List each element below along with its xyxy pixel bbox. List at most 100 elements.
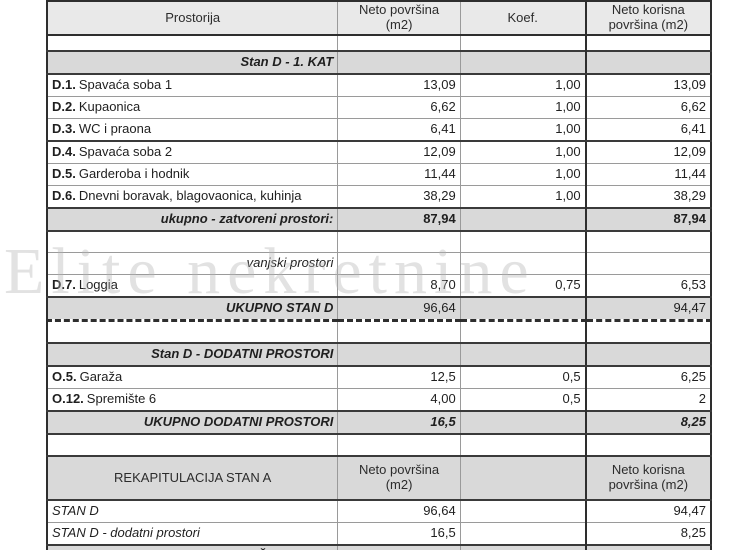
room-name: Spavaća soba 1 [78, 77, 173, 93]
koef-value: 1,00 [459, 163, 587, 186]
room-row-d2: D.2. Kupaonica 6,62 1,00 6,62 [46, 96, 712, 119]
col-header-net-line2: (m2) [385, 17, 413, 32]
room-name: Spremište 6 [86, 391, 157, 407]
recap-row-label: STAN D - dodatni prostori [46, 522, 339, 546]
spacer-row [46, 230, 712, 253]
koef-value: 1,00 [459, 140, 587, 164]
room-code: D.1. [52, 77, 76, 93]
room-name-cell: D.1. Spavaća soba 1 [46, 73, 339, 97]
room-name-cell: D.5. Garderoba i hodnik [46, 163, 339, 186]
room-code: D.5. [52, 166, 76, 182]
room-name: Garaža [79, 369, 123, 385]
room-name-cell: D.3. WC i praona [46, 118, 339, 142]
recap-useful-value: 8,25 [584, 522, 712, 546]
useful-area-value: 38,29 [584, 185, 712, 209]
room-name-cell: D.7. Loggia [46, 274, 339, 298]
col-header-useful-area: Neto korisna površina (m2) [584, 0, 712, 36]
room-name: Dnevni boravak, blagovaonica, kuhinja [78, 188, 302, 204]
total-net-value: 16,5 [337, 410, 461, 435]
koef-value: 0,5 [459, 388, 587, 412]
room-code: D.4. [52, 144, 76, 160]
koef-value: 1,00 [459, 118, 587, 142]
room-row-o12: O.12. Spremište 6 4,00 0,5 2 [46, 388, 712, 412]
area-summary-table: Prostorija Neto površina (m2) Koef. Neto… [46, 0, 712, 550]
useful-area-value: 11,44 [584, 163, 712, 186]
room-name: Kupaonica [78, 99, 141, 115]
recap-net-value: 96,64 [337, 499, 461, 523]
net-area-value: 6,62 [337, 96, 461, 119]
total-row-stan-d: UKUPNO STAN D 96,64 94,47 [46, 296, 712, 322]
recap-net-line2: (m2) [385, 477, 413, 492]
subsection-row-outdoor: vanjski prostori [46, 252, 712, 275]
room-code: D.6. [52, 188, 76, 204]
recap-row-stan-d-dodatni: STAN D - dodatni prostori 16,5 8,25 [46, 522, 712, 546]
room-code: D.2. [52, 99, 76, 115]
recap-useful-line1: Neto korisna [611, 462, 685, 478]
room-row-o5: O.5. Garaža 12,5 0,5 6,25 [46, 365, 712, 389]
col-header-useful-line2: površina (m2) [608, 17, 689, 32]
table-header-row: Prostorija Neto površina (m2) Koef. Neto… [46, 0, 712, 36]
room-name-cell: D.6. Dnevni boravak, blagovaonica, kuhinj… [46, 185, 339, 209]
total-row-dodatni-prostori: UKUPNO DODATNI PROSTORI 16,5 8,25 [46, 410, 712, 435]
subsection-label: vanjski prostori [46, 252, 339, 275]
net-area-value: 6,41 [337, 118, 461, 142]
useful-area-value: 13,09 [584, 73, 712, 97]
room-code: D.3. [52, 121, 76, 137]
col-header-koef: Koef. [459, 0, 587, 36]
room-row-d3: D.3. WC i praona 6,41 1,00 6,41 [46, 118, 712, 142]
net-area-value: 4,00 [337, 388, 461, 412]
grand-total-net-value: 113,14 [337, 544, 461, 550]
room-name-cell: D.2. Kupaonica [46, 96, 339, 119]
total-row-closed-spaces: ukupno - zatvoreni prostori: 87,94 87,94 [46, 207, 712, 232]
net-area-value: 12,09 [337, 140, 461, 164]
total-useful-value: 87,94 [584, 207, 712, 232]
net-area-value: 38,29 [337, 185, 461, 209]
section-row-stan-d-1-kat: Stan D - 1. KAT [46, 50, 712, 75]
col-header-net-line1: Neto površina [358, 2, 440, 18]
useful-area-value: 6,25 [584, 365, 712, 389]
col-header-koef-label: Koef. [507, 9, 538, 25]
grand-total-label: SVEUKUPNO NETO POVRŠINE [46, 544, 339, 550]
room-row-d5: D.5. Garderoba i hodnik 11,44 1,00 11,44 [46, 163, 712, 186]
room-name: Spavaća soba 2 [78, 144, 173, 160]
koef-value: 1,00 [459, 96, 587, 119]
col-header-room: Prostorija [46, 0, 339, 36]
room-name-cell: O.5. Garaža [46, 365, 339, 389]
net-area-value: 8,70 [337, 274, 461, 298]
room-code: O.5. [52, 369, 77, 385]
koef-value: 0,75 [459, 274, 587, 298]
room-row-d6: D.6. Dnevni boravak, blagovaonica, kuhinj… [46, 185, 712, 209]
room-name-cell: O.12. Spremište 6 [46, 388, 339, 412]
koef-value: 1,00 [459, 73, 587, 97]
room-code: O.12. [52, 391, 84, 407]
useful-area-value: 2 [584, 388, 712, 412]
room-row-d7: D.7. Loggia 8,70 0,75 6,53 [46, 274, 712, 298]
koef-value: 0,5 [459, 365, 587, 389]
recap-row-label: STAN D [46, 499, 339, 523]
room-row-d4: D.4. Spavaća soba 2 12,09 1,00 12,09 [46, 140, 712, 164]
room-row-d1: D.1. Spavaća soba 1 13,09 1,00 13,09 [46, 73, 712, 97]
total-label: UKUPNO STAN D [46, 296, 339, 322]
recap-net-line1: Neto površina [358, 462, 440, 478]
spacer-row [46, 433, 712, 457]
net-area-value: 13,09 [337, 73, 461, 97]
spacer-row [46, 320, 712, 344]
col-header-net-area: Neto površina (m2) [337, 0, 461, 36]
recap-net-value: 16,5 [337, 522, 461, 546]
useful-area-value: 6,62 [584, 96, 712, 119]
room-name: WC i praona [78, 121, 152, 137]
room-name-cell: D.4. Spavaća soba 2 [46, 140, 339, 164]
recap-title: REKAPITULACIJA STAN A [46, 455, 339, 501]
recap-col-useful: Neto korisna površina (m2) [584, 455, 712, 501]
total-useful-value: 8,25 [584, 410, 712, 435]
spacer-row [46, 34, 712, 52]
recap-col-net: Neto površina (m2) [337, 455, 461, 501]
section-row-dodatni-prostori: Stan D - DODATNI PROSTORI [46, 342, 712, 367]
section-title: Stan D - 1. KAT [46, 50, 339, 75]
col-header-room-label: Prostorija [165, 9, 221, 25]
useful-area-value: 6,53 [584, 274, 712, 298]
col-header-useful-line1: Neto korisna [611, 2, 685, 18]
useful-area-value: 12,09 [584, 140, 712, 164]
recap-row-stan-d: STAN D 96,64 94,47 [46, 499, 712, 523]
room-name: Loggia [78, 277, 118, 293]
